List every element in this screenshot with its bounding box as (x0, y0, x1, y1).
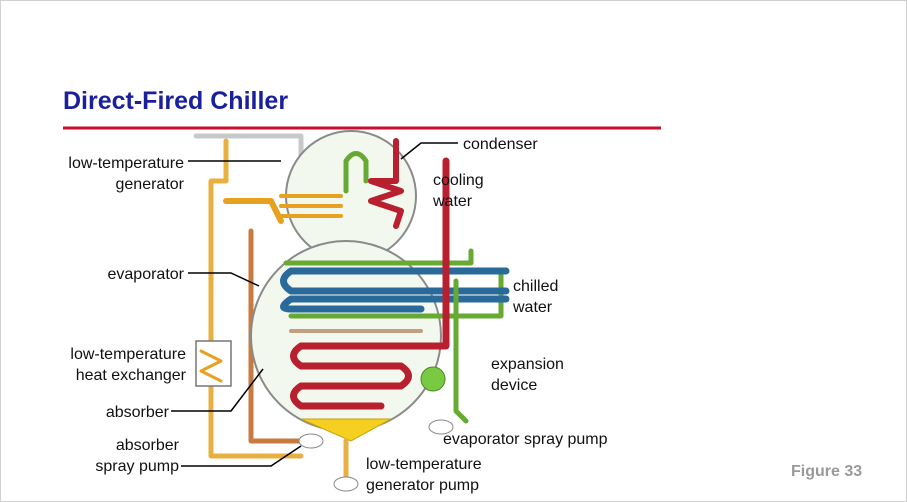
component-label: expansion (491, 356, 564, 373)
component-label: water (432, 193, 473, 210)
figure-caption: Figure 33 (791, 463, 862, 480)
component-label: low-temperature (366, 456, 482, 473)
component-label: cooling (433, 172, 484, 189)
component-label: device (491, 377, 537, 394)
component-label: heat exchanger (76, 367, 187, 384)
component-label: chilled (513, 278, 558, 295)
component-label: evaporator (108, 266, 185, 283)
component-label: absorber (106, 404, 170, 421)
component-label: generator (116, 176, 185, 193)
component-label: spray pump (95, 458, 179, 475)
component-label: absorber (116, 437, 180, 454)
slide-title: Direct-Fired Chiller (63, 87, 288, 115)
component-label: low-temperature (70, 346, 186, 363)
leaders (171, 142, 458, 467)
component-label: low-temperature (68, 155, 184, 172)
component-label: evaporator spray pump (443, 431, 608, 448)
component-label: water (512, 299, 553, 316)
chiller-drawing (193, 130, 510, 492)
component-label: condenser (463, 136, 538, 153)
labels: low-temperature generator condenser cooling… (68, 136, 607, 494)
component-label: generator pump (366, 477, 479, 494)
